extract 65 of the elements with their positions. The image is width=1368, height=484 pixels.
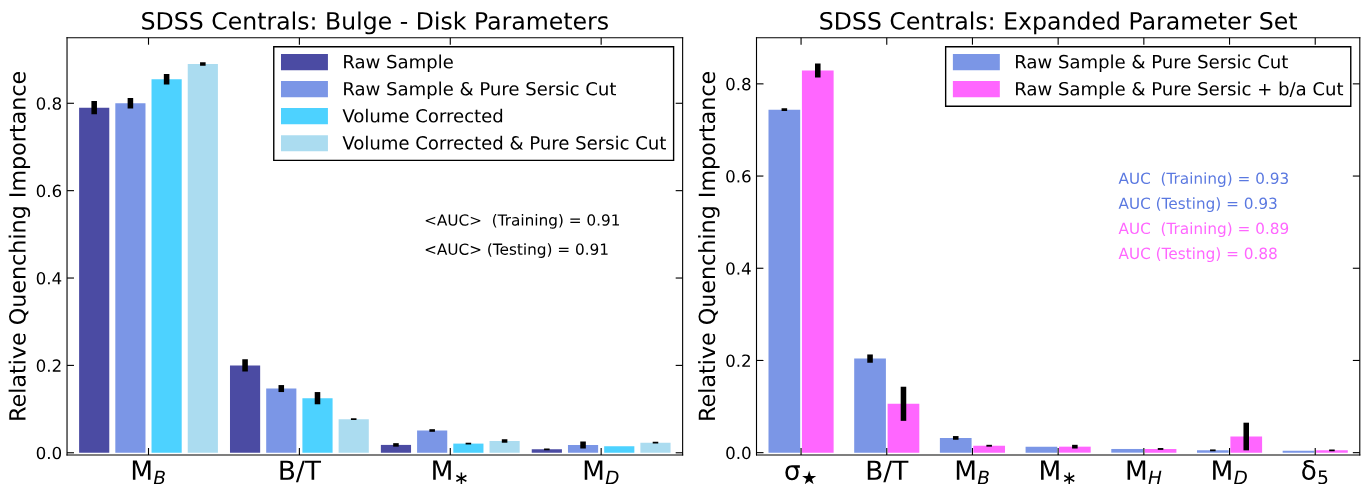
y-tick-label: 0.2 bbox=[726, 354, 750, 368]
legend-label: Raw Sample & Pure Sersic + b/a Cut bbox=[1016, 81, 1344, 100]
bar bbox=[187, 63, 218, 453]
bar bbox=[151, 79, 182, 453]
x-tick-label: M$_{B}$ bbox=[132, 460, 165, 484]
legend-label: Volume Corrected & Pure Sersic Cut bbox=[342, 135, 666, 150]
chart-title: SDSS Centrals: Expanded Parameter Set bbox=[820, 11, 1297, 35]
legend-label: Volume Corrected bbox=[342, 108, 503, 123]
bar bbox=[229, 365, 261, 453]
y-axis-title: Relative Quenching Importance bbox=[698, 72, 720, 420]
y-tick-label: 0.6 bbox=[36, 184, 62, 198]
bar bbox=[973, 445, 1006, 453]
bar bbox=[854, 358, 886, 453]
bar bbox=[1025, 446, 1058, 453]
bar bbox=[266, 388, 297, 453]
chart-title: SDSS Centrals: Bulge - Disk Parameters bbox=[142, 11, 608, 35]
x-tick-label: σ$_{★}$ bbox=[785, 465, 817, 484]
legend-label: Raw Sample bbox=[344, 54, 453, 73]
x-tick-label: B/T bbox=[867, 460, 909, 483]
x-tick-label: M$_{B}$ bbox=[956, 460, 989, 484]
y-tick-label: 0.4 bbox=[36, 271, 62, 285]
y-tick-label: 0.8 bbox=[36, 97, 62, 110]
bar bbox=[567, 444, 599, 453]
y-tick-label: 0.4 bbox=[726, 262, 751, 275]
x-tick-label: M$_{∗}$ bbox=[1041, 460, 1075, 484]
annotation: AUC (Testing) = 0.93 bbox=[1118, 197, 1277, 213]
bar bbox=[887, 403, 920, 453]
bar bbox=[79, 107, 110, 453]
bar bbox=[489, 440, 520, 453]
bar bbox=[768, 109, 801, 453]
x-tick-label: B/T bbox=[280, 460, 322, 483]
bar bbox=[1111, 448, 1143, 453]
bar bbox=[338, 419, 369, 453]
y-tick-label: 0.2 bbox=[36, 359, 61, 372]
bar bbox=[531, 449, 562, 453]
bar bbox=[417, 430, 448, 453]
x-tick-label: δ$_{5}$ bbox=[1302, 460, 1328, 484]
bar bbox=[604, 446, 635, 453]
y-tick-label: 0.0 bbox=[36, 446, 62, 460]
x-tick-label: M$_{D}$ bbox=[584, 460, 619, 484]
y-axis-title: Relative Quenching Importance bbox=[8, 72, 31, 420]
bar bbox=[302, 398, 333, 453]
annotation: <AUC> (Testing) = 0.91 bbox=[425, 243, 608, 258]
annotation: AUC (Testing) = 0.88 bbox=[1118, 247, 1277, 263]
legend-label: Raw Sample & Pure Sersic Cut bbox=[1016, 54, 1288, 73]
y-tick-label: 0.0 bbox=[726, 446, 751, 460]
bar bbox=[1316, 450, 1348, 453]
x-tick-label: M$_{D}$ bbox=[1213, 460, 1247, 484]
annotation: AUC (Training) = 0.89 bbox=[1118, 222, 1289, 238]
x-tick-label: M$_{∗}$ bbox=[433, 460, 467, 484]
bar bbox=[1059, 446, 1091, 453]
bar bbox=[939, 437, 972, 453]
legend-label: Raw Sample & Pure Sersic Cut bbox=[344, 81, 616, 100]
bar bbox=[1144, 448, 1177, 453]
x-tick-label: M$_{H}$ bbox=[1127, 460, 1162, 484]
y-tick-label: 0.6 bbox=[726, 170, 751, 183]
bar bbox=[640, 442, 671, 453]
annotation: AUC (Training) = 0.93 bbox=[1118, 172, 1288, 187]
y-tick-label: 0.8 bbox=[726, 77, 751, 91]
annotation: <AUC> (Training) = 0.91 bbox=[425, 213, 620, 229]
bar bbox=[115, 103, 146, 453]
bar bbox=[1196, 450, 1229, 453]
bar bbox=[801, 70, 834, 453]
bar bbox=[453, 443, 484, 453]
bar bbox=[380, 444, 412, 453]
